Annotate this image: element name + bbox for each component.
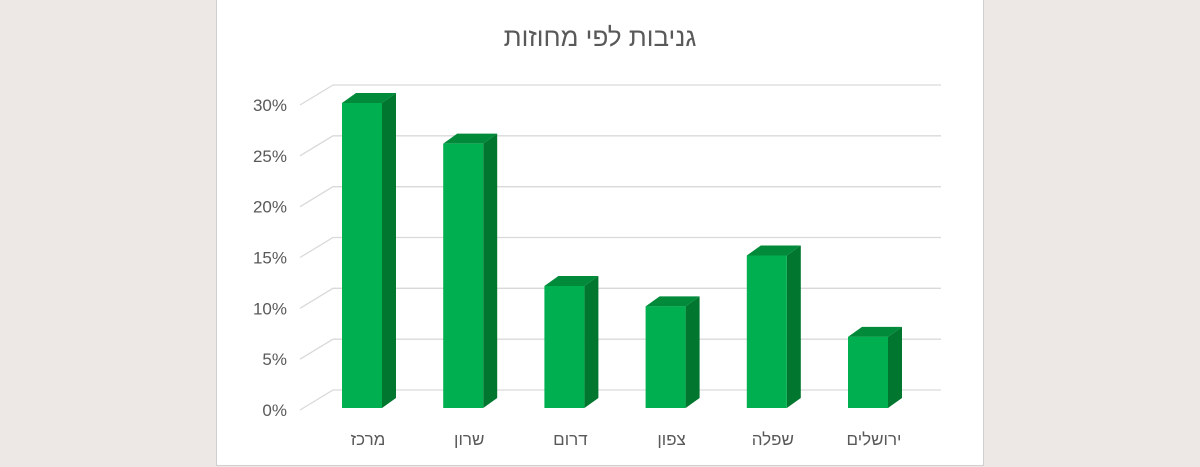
y-tick-label: 10%: [253, 299, 287, 318]
x-axis-labels: מרכז שרון דרום צפון שפלה ירושלים: [351, 430, 902, 449]
y-tick-label: 15%: [253, 249, 287, 268]
y-tick-label: 0%: [262, 401, 287, 420]
x-category-label: שרון: [454, 430, 484, 449]
bar-top: [443, 133, 498, 144]
bar: [342, 93, 396, 408]
gridline: [299, 84, 941, 106]
grid-layer: [299, 84, 941, 411]
y-tick-label: 30%: [253, 96, 287, 115]
bar-side: [584, 276, 599, 408]
bars-layer: [342, 93, 902, 408]
bar-front: [848, 336, 888, 408]
bar-side: [786, 245, 801, 408]
bar-top: [746, 245, 801, 256]
bar-side: [382, 93, 396, 408]
y-tick-label: 5%: [262, 350, 287, 369]
y-axis-ticks: 0% 5% 10% 15% 20% 25% 30%: [253, 96, 287, 420]
gridline: [299, 287, 941, 309]
x-category-label: ירושלים: [847, 430, 902, 449]
bar: [848, 326, 902, 408]
bar-top: [342, 93, 396, 103]
x-category-label: שפלה: [752, 430, 794, 449]
gridline: [299, 135, 941, 157]
bar-front: [645, 306, 686, 408]
chart-title: גניבות לפי מחוזות: [504, 22, 697, 52]
bar: [443, 133, 498, 408]
gridline: [299, 338, 941, 360]
x-category-label: דרום: [553, 430, 587, 449]
x-category-label: מרכז: [351, 430, 386, 449]
bar-top: [848, 326, 902, 337]
bar-front: [443, 143, 484, 408]
y-tick-label: 25%: [253, 147, 287, 166]
bar-top: [645, 296, 700, 307]
gridline: [299, 236, 941, 259]
bar-side: [888, 326, 902, 408]
gridline: [299, 186, 941, 208]
bar-top: [544, 276, 599, 286]
bar-side: [685, 296, 700, 408]
bar-front: [342, 103, 382, 408]
bar: [746, 245, 801, 408]
bar-side: [483, 133, 498, 408]
bar: [544, 276, 599, 408]
bar-front: [746, 255, 787, 408]
x-category-label: צפון: [657, 430, 685, 449]
gridline: [299, 389, 941, 411]
bar: [645, 296, 700, 408]
bar-front: [544, 286, 585, 408]
y-tick-label: 20%: [253, 198, 287, 217]
